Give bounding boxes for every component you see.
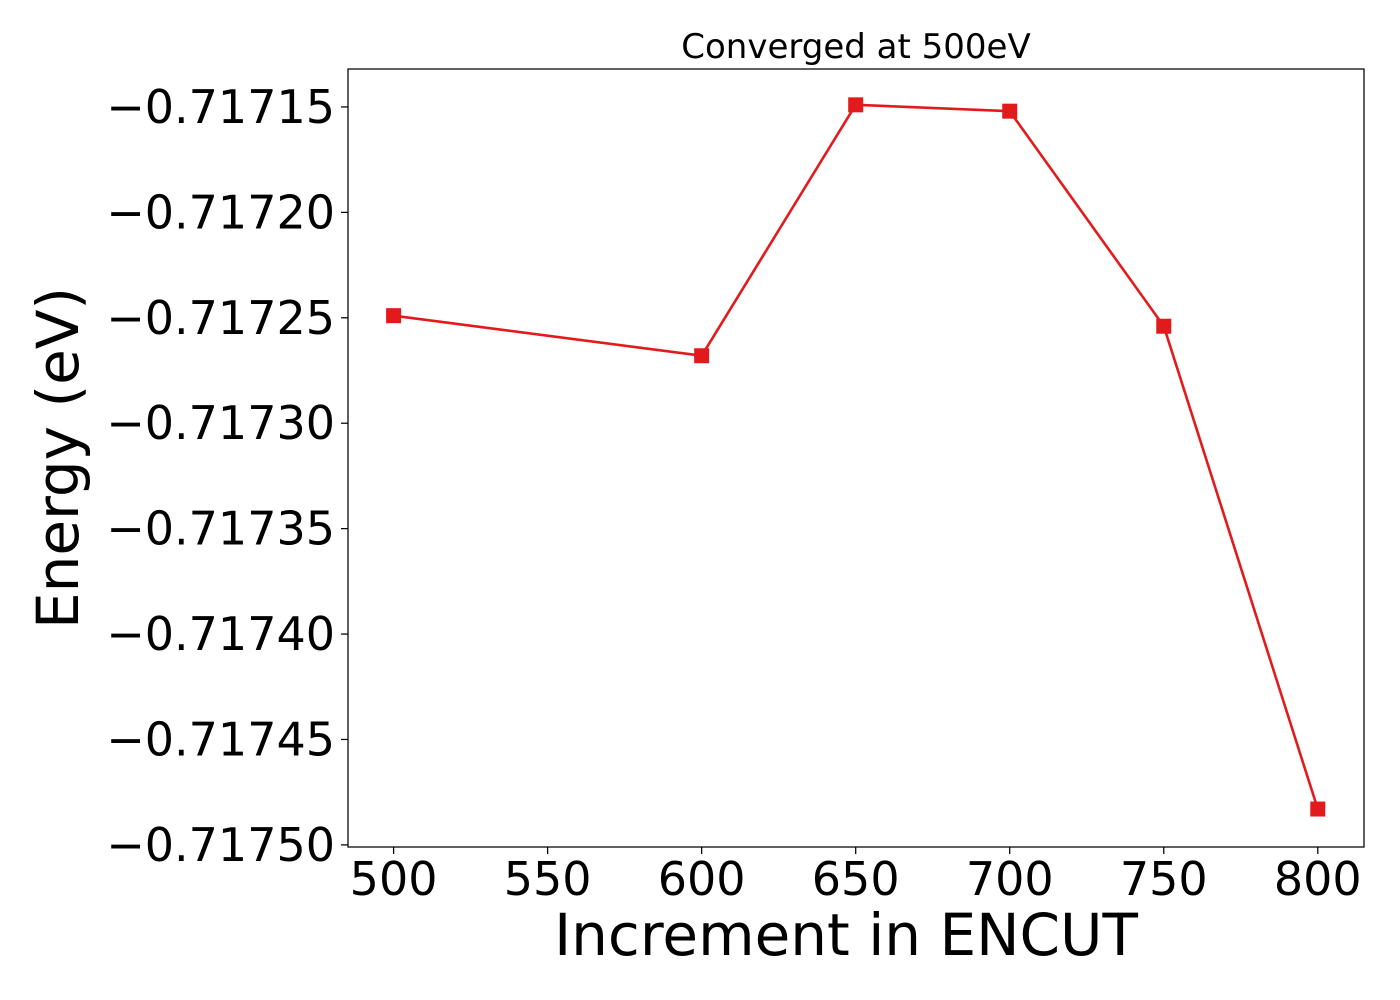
data-point-marker: [694, 348, 710, 364]
x-tick-label: 500: [350, 852, 438, 906]
y-tick-label: −0.71720: [106, 185, 335, 239]
y-tick-label: −0.71715: [106, 80, 335, 134]
series-layer: [386, 97, 1326, 817]
series-line: [393, 103, 1320, 810]
data-point-marker: [1156, 318, 1172, 334]
y-tick-label: −0.71740: [106, 607, 335, 661]
x-axis: 500 550 600 650 700 750 800: [350, 847, 1362, 906]
chart-title: Converged at 500eV: [681, 27, 1030, 67]
y-tick-label: −0.71730: [106, 396, 335, 450]
data-point-marker: [1002, 103, 1018, 119]
y-tick-label: −0.71745: [106, 712, 335, 766]
x-tick-label: 550: [504, 852, 592, 906]
data-point-marker: [848, 97, 864, 113]
data-point-marker: [1310, 801, 1326, 817]
x-tick-label: 750: [1120, 852, 1208, 906]
y-tick-label: −0.71750: [106, 818, 335, 872]
y-axis-label: Energy (eV): [24, 287, 92, 629]
x-tick-label: 650: [812, 852, 900, 906]
x-tick-label: 700: [966, 852, 1054, 906]
y-axis: −0.71715 −0.71720 −0.71725 −0.71730 −0.71735…: [106, 80, 348, 872]
y-tick-label: −0.71735: [106, 502, 335, 556]
y-tick-label: −0.71725: [106, 291, 335, 345]
x-tick-label: 600: [658, 852, 746, 906]
x-axis-label: Increment in ENCUT: [554, 901, 1138, 969]
x-tick-label: 800: [1274, 852, 1362, 906]
data-point-marker: [386, 308, 402, 324]
